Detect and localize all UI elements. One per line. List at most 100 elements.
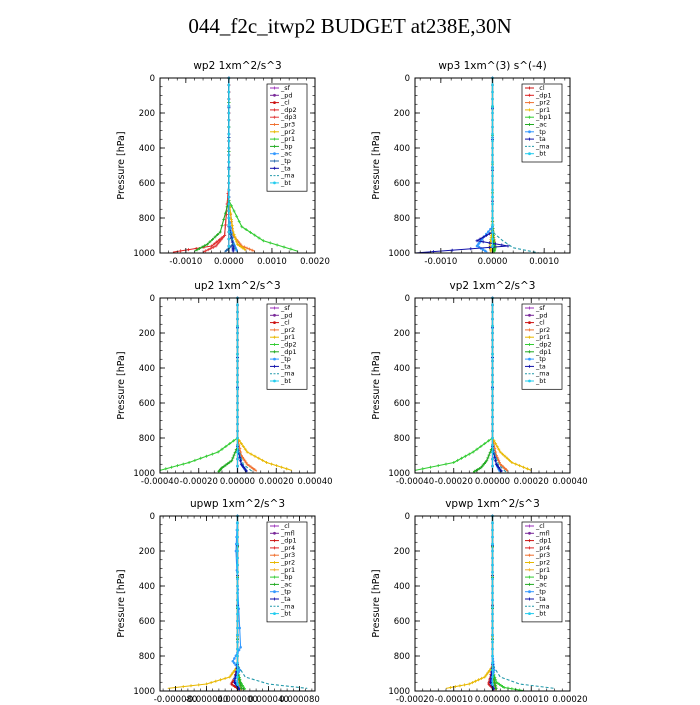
- y-tick-label: 200: [394, 547, 410, 557]
- point-marker: [170, 465, 174, 469]
- point-marker: [525, 467, 529, 471]
- legend: _sf_pd_cl_pr2_pr1_dp2_dp1_tp_ta_ma_bt: [266, 303, 308, 390]
- legend-marker: [273, 321, 276, 324]
- legend-marker: [273, 108, 276, 112]
- legend-marker: [528, 597, 531, 601]
- x-tick-label: -0.00010: [435, 695, 473, 705]
- y-tick-label: 1000: [388, 469, 410, 479]
- point-marker: [232, 209, 236, 213]
- point-marker: [491, 223, 494, 227]
- point-marker: [233, 677, 237, 681]
- y-tick-label: 1000: [388, 687, 410, 697]
- point-marker: [491, 549, 494, 553]
- legend-label: _dp1: [280, 348, 297, 356]
- x-tick-label: 0.00020: [514, 477, 549, 487]
- point-marker: [236, 436, 239, 440]
- point-marker: [239, 245, 243, 249]
- legend-box: [266, 303, 308, 390]
- point-marker: [436, 464, 440, 468]
- point-marker: [486, 456, 490, 460]
- point-marker: [229, 211, 233, 215]
- point-marker: [215, 240, 219, 244]
- point-marker: [473, 469, 477, 473]
- legend-marker: [528, 539, 531, 543]
- point-marker: [227, 174, 231, 178]
- point-marker: [236, 394, 239, 398]
- point-marker: [236, 331, 239, 335]
- point-marker: [510, 687, 514, 691]
- point-marker: [481, 235, 485, 239]
- point-marker: [476, 468, 480, 471]
- point-marker: [217, 469, 221, 473]
- legend-label: _pr4: [280, 544, 295, 552]
- point-marker: [234, 237, 238, 241]
- point-marker: [181, 462, 185, 466]
- legend-box: [521, 521, 563, 623]
- point-marker: [467, 452, 471, 456]
- series-line-bp: [194, 78, 230, 252]
- point-marker: [230, 240, 234, 244]
- point-marker: [250, 248, 254, 252]
- point-marker: [230, 459, 234, 463]
- point-marker: [463, 454, 467, 458]
- legend: _cl_dp1_pr2_pr1_bp1_ac_tp_ta_ma_bt: [521, 83, 563, 163]
- series-line-dp2: [414, 298, 494, 471]
- legend-marker: [528, 553, 531, 557]
- point-marker: [236, 668, 239, 672]
- legend-label: _dp3: [280, 113, 297, 121]
- legend-label: _cl: [535, 319, 545, 327]
- series-line-ma: [491, 516, 555, 689]
- legend-marker: [528, 546, 531, 550]
- point-marker: [491, 209, 494, 213]
- point-marker: [488, 450, 492, 454]
- point-marker: [238, 680, 242, 684]
- point-marker: [242, 457, 246, 461]
- point-marker: [236, 366, 239, 370]
- point-marker: [491, 528, 494, 532]
- point-marker: [228, 675, 232, 679]
- point-marker: [481, 240, 485, 244]
- legend-marker: [273, 152, 276, 156]
- legend-marker: [528, 364, 531, 368]
- point-marker: [238, 242, 242, 246]
- series-line-pr2: [167, 516, 239, 689]
- point-marker: [491, 598, 494, 602]
- point-marker: [236, 303, 239, 307]
- point-marker: [491, 626, 494, 630]
- series-line-pr2: [445, 516, 494, 689]
- series-line-dp1: [217, 298, 239, 473]
- point-marker: [233, 657, 236, 660]
- point-marker: [241, 464, 245, 468]
- legend-marker: [273, 539, 276, 543]
- legend-marker: [528, 350, 531, 354]
- point-marker: [261, 239, 265, 243]
- y-tick-label: 800: [394, 434, 410, 444]
- legend-marker: [528, 561, 531, 564]
- legend-label: _sf: [280, 84, 291, 92]
- point-marker: [491, 174, 494, 178]
- y-tick-label: 600: [394, 617, 410, 627]
- point-marker: [491, 584, 494, 588]
- point-marker: [494, 462, 498, 466]
- legend-label: _tp: [280, 157, 291, 165]
- point-marker: [214, 244, 218, 248]
- point-marker: [491, 542, 494, 546]
- point-marker: [229, 217, 233, 221]
- point-marker: [200, 245, 204, 249]
- y-tick-label: 1000: [133, 469, 155, 479]
- chart-title: vpwp 1xm^2/s^3: [445, 498, 540, 510]
- point-marker: [227, 216, 231, 220]
- y-tick-label: 600: [394, 179, 410, 189]
- legend-label: _pr4: [535, 544, 550, 552]
- point-marker: [175, 464, 179, 468]
- point-marker: [475, 447, 479, 451]
- point-marker: [222, 217, 226, 221]
- x-tick-label: 0.00020: [552, 695, 587, 705]
- point-marker: [243, 447, 247, 451]
- point-marker: [236, 415, 239, 419]
- point-marker: [491, 422, 494, 426]
- point-marker: [179, 249, 183, 253]
- legend-label: _ma: [535, 370, 550, 378]
- point-marker: [219, 238, 223, 242]
- point-marker: [244, 461, 248, 464]
